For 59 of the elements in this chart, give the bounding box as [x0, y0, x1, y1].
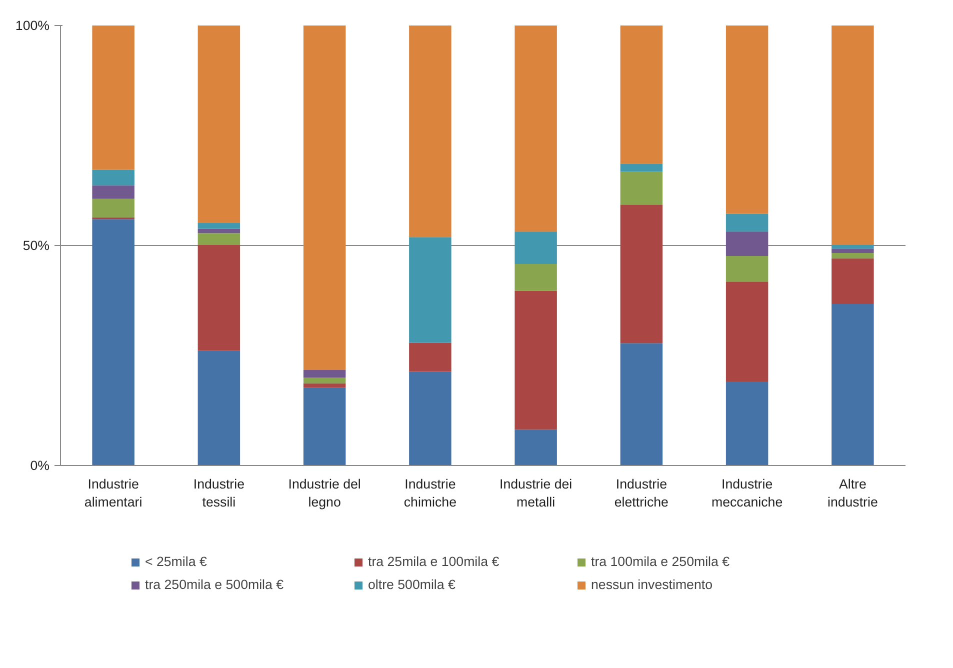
- bar: [303, 26, 346, 370]
- bar: [832, 304, 874, 466]
- bar: [92, 185, 134, 199]
- legend-label: tra 100mila e 250mila €: [591, 554, 731, 569]
- bar: [92, 198, 134, 218]
- bar: [726, 231, 768, 256]
- x-tick-label: Industrie meccaniche: [712, 476, 783, 510]
- x-tick-label: Industrie del legno: [288, 476, 361, 510]
- bar: [726, 214, 768, 232]
- bar: [409, 26, 452, 238]
- bar: [620, 204, 663, 344]
- bar: [92, 219, 134, 466]
- bar: [620, 164, 663, 172]
- legend-label: nessun investimento: [591, 577, 714, 592]
- bar: [620, 343, 663, 466]
- legend-label: oltre 500mila €: [368, 577, 456, 592]
- bar: [726, 256, 768, 282]
- bar: [92, 170, 134, 186]
- bar: [92, 26, 134, 170]
- bar: [198, 223, 240, 229]
- x-tick-label: Industrie tessili: [193, 476, 245, 510]
- bar: [514, 429, 557, 466]
- bar: [303, 383, 346, 388]
- bar: [198, 233, 240, 246]
- bar: [514, 290, 557, 430]
- bar: [198, 350, 240, 466]
- bar: [198, 245, 240, 351]
- y-tick-label: 100%: [15, 18, 50, 33]
- x-tick-label: Altre industrie: [828, 476, 878, 510]
- bar: [832, 248, 874, 253]
- bar: [726, 26, 768, 214]
- bar: [303, 370, 346, 378]
- bar: [514, 264, 557, 291]
- bar: [198, 228, 240, 234]
- x-tick-label: Industrie elettriche: [614, 476, 668, 510]
- x-tick-label: Industrie dei metalli: [500, 476, 572, 510]
- bar: [303, 378, 346, 384]
- bar: [409, 237, 452, 343]
- bar: [198, 26, 240, 224]
- bar: [514, 26, 557, 232]
- bar: [726, 282, 768, 382]
- bar: [726, 381, 768, 466]
- bar: [832, 245, 874, 249]
- bar: [620, 26, 663, 164]
- bar: [832, 26, 874, 246]
- bar: [514, 231, 557, 264]
- bar: [832, 252, 874, 258]
- y-tick-label: 0%: [30, 458, 50, 473]
- bar: [409, 372, 452, 466]
- bar: [832, 258, 874, 304]
- bar: [303, 388, 346, 466]
- x-tick-label: Industrie alimentari: [84, 476, 142, 510]
- legend-label: tra 25mila e 100mila €: [368, 554, 500, 569]
- x-tick-label: Industrie chimiche: [404, 476, 456, 510]
- bar: [620, 172, 663, 205]
- bar: [409, 342, 452, 372]
- y-tick-label: 50%: [22, 238, 50, 253]
- legend-label: < 25mila €: [145, 554, 208, 569]
- legend-label: tra 250mila e 500mila €: [145, 577, 285, 592]
